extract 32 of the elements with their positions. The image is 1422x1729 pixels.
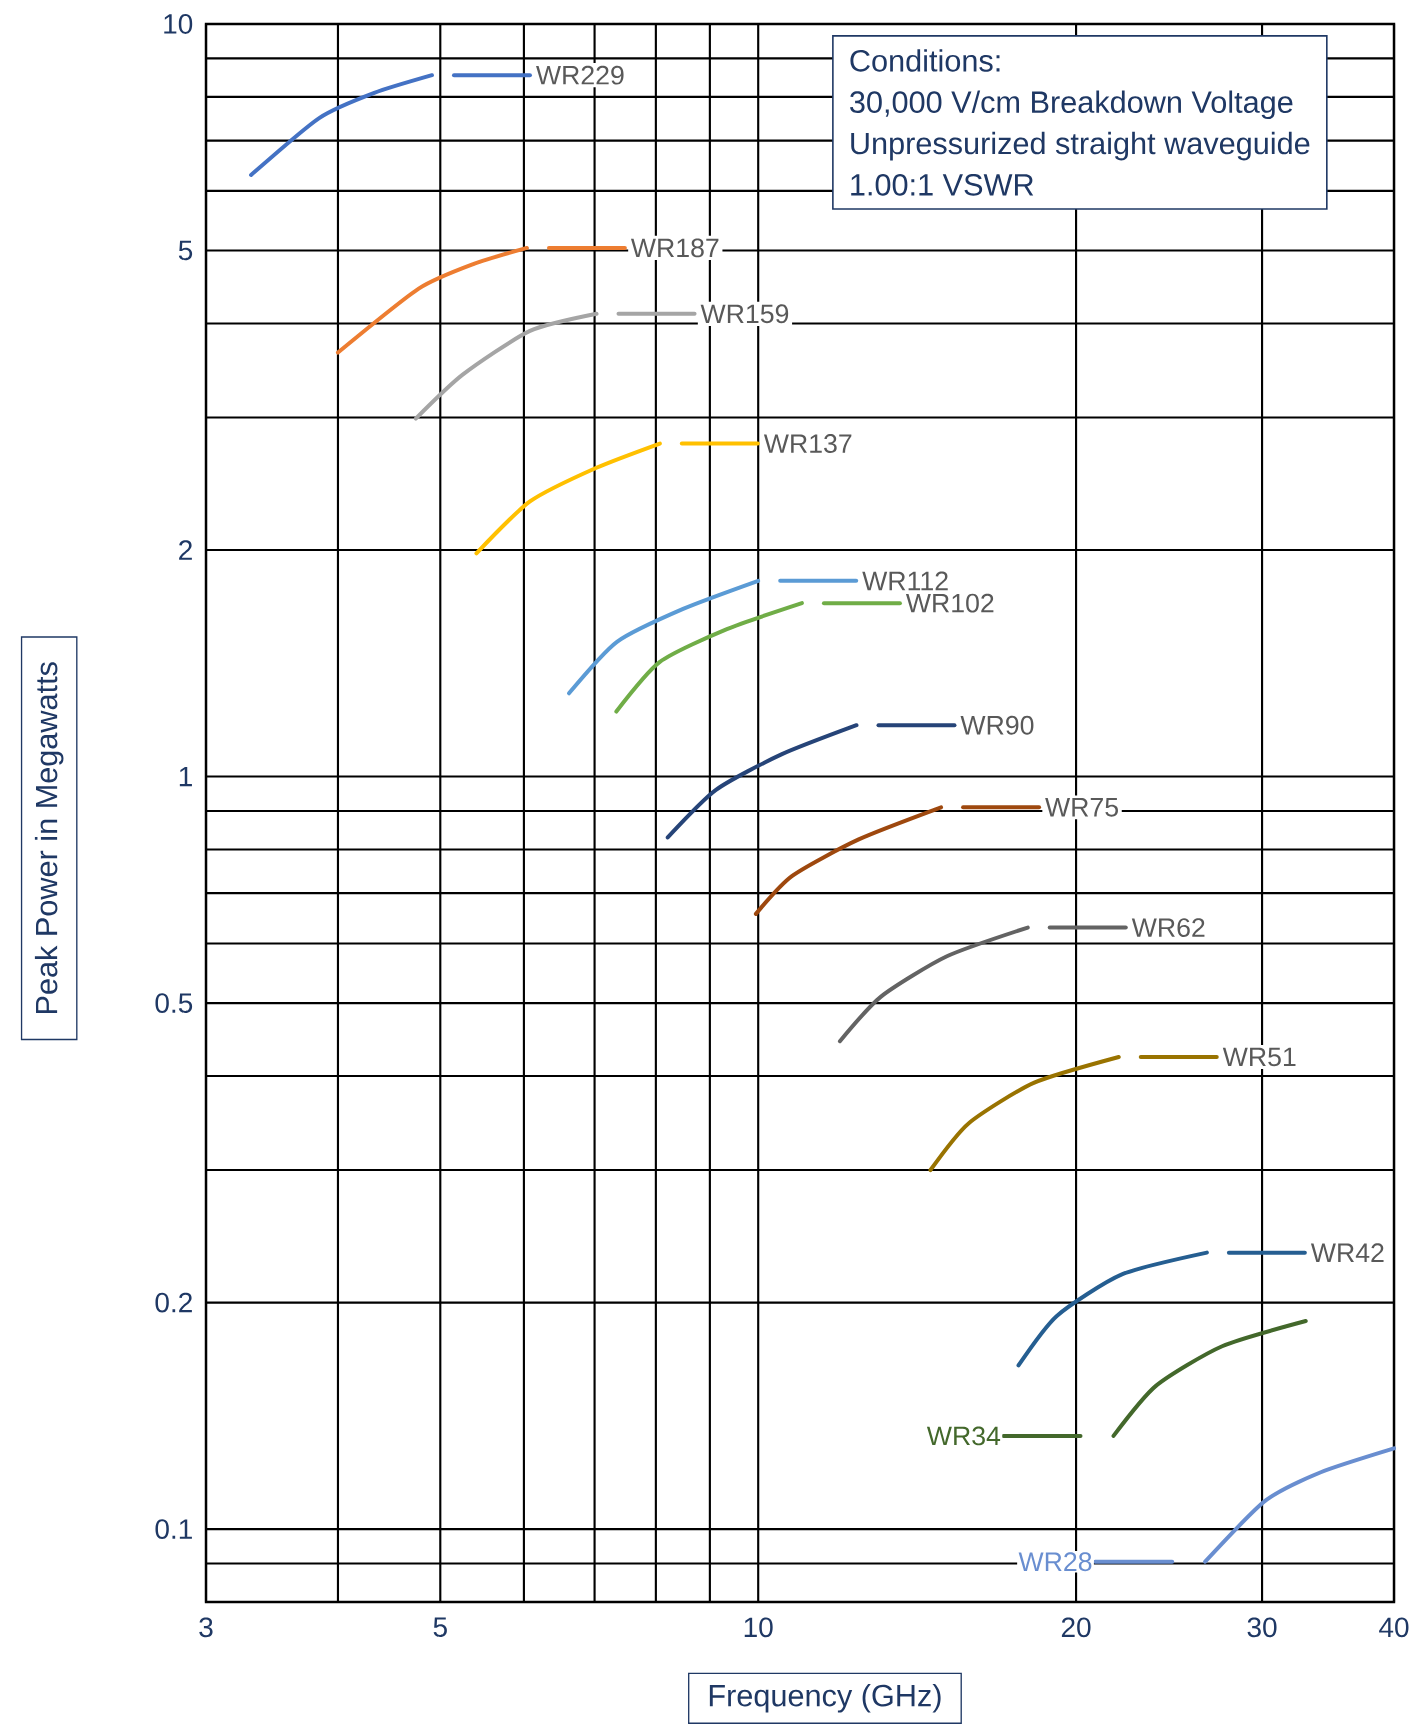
text: WR34 [926,1426,1001,1446]
y-tick-label: 1 [179,766,192,787]
legend-label: WR112 [862,571,948,591]
annotation: 30,000 V/cm Breakdown Voltage [850,90,1293,120]
x-tick-label: 20 [1061,1617,1091,1638]
legend-label: WR75 [1045,798,1118,817]
legend-label: WR187 [630,238,719,258]
x-tick-label: 3 [199,1617,213,1638]
x-tick-label: 10 [744,1617,773,1638]
annotation: Conditions: [850,49,1000,72]
legend-label: WR62 [1131,918,1205,937]
y-tick-label: 2 [179,540,192,560]
legend-label: WR90 [960,715,1034,735]
legend-label: WR42 [1310,1243,1384,1262]
annotation: 1.00:1 VSWR [851,173,1034,196]
x-axis-title: Frequency (GHz) [709,1683,941,1713]
legend-label: WR102 [905,593,994,613]
y-axis-title: Peak Power in Megawatts [34,662,64,1014]
x-tick-label: 30 [1247,1617,1277,1638]
y-tick-label: 0.5 [155,993,193,1013]
text: WR28 [1018,1552,1092,1572]
legend-label: WR229 [536,65,624,85]
legend-label: WR137 [763,434,852,453]
legend-label: WR159 [700,304,789,324]
x-tick-label: 40 [1379,1617,1409,1638]
x-tick-label: 5 [433,1617,447,1637]
y-tick-label: 0.2 [155,1292,192,1313]
legend-label: WR51 [1222,1047,1296,1067]
annotation: Unpressurized straight waveguide [851,131,1310,161]
y-tick-label: 0.1 [155,1519,192,1539]
y-tick-label: 5 [178,240,193,261]
y-tick-label: 10 [164,14,193,34]
